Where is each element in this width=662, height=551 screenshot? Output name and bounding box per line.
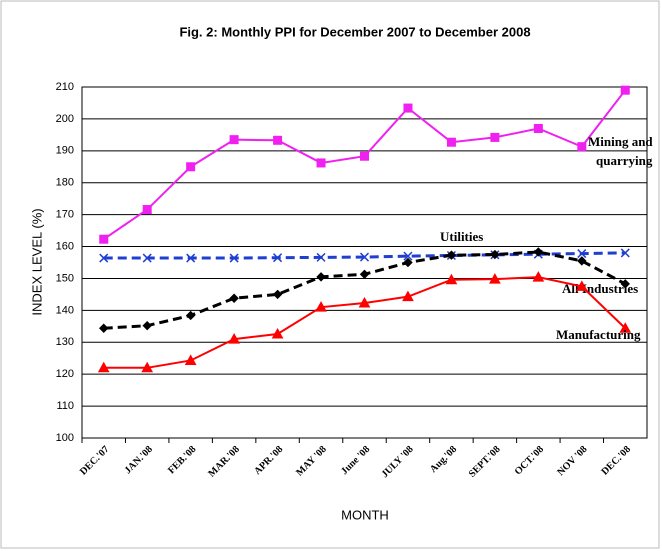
- marker: [272, 289, 283, 300]
- marker: [402, 290, 414, 302]
- marker: [273, 135, 283, 145]
- marker: [445, 273, 458, 285]
- marker: [446, 137, 456, 147]
- y-tick-label: 160: [56, 240, 74, 252]
- marker: [316, 272, 326, 282]
- y-tick-label: 210: [56, 81, 74, 93]
- marker: [271, 327, 284, 339]
- y-axis-label: INDEX LEVEL (%): [29, 208, 44, 315]
- marker: [490, 249, 500, 260]
- marker: [186, 162, 196, 172]
- marker: [533, 123, 543, 133]
- y-tick-label: 110: [56, 400, 74, 412]
- y-tick-label: 120: [56, 368, 74, 380]
- chart-title: Fig. 2: Monthly PPI for December 2007 to…: [179, 24, 530, 39]
- marker: [360, 151, 369, 161]
- marker: [403, 251, 413, 261]
- x-axis-label: MONTH: [341, 507, 389, 522]
- marker: [99, 253, 109, 263]
- marker: [620, 85, 630, 95]
- marker: [577, 142, 587, 152]
- y-tick-label: 130: [56, 336, 74, 348]
- series-label: Mining and quarrying: [588, 134, 653, 168]
- marker: [229, 293, 239, 303]
- marker: [532, 271, 545, 282]
- marker: [99, 234, 109, 244]
- marker: [490, 132, 500, 142]
- marker: [142, 205, 152, 215]
- y-tick-label: 190: [56, 145, 74, 157]
- y-tick-label: 100: [56, 432, 74, 444]
- marker: [97, 361, 110, 373]
- series-label: Manufacturing: [556, 327, 641, 342]
- marker: [359, 269, 370, 280]
- y-tick-label: 200: [56, 113, 74, 125]
- marker: [228, 333, 240, 344]
- marker: [620, 279, 630, 289]
- marker: [229, 135, 239, 145]
- marker: [403, 103, 413, 113]
- marker: [316, 252, 326, 262]
- marker: [315, 301, 327, 312]
- marker: [184, 354, 197, 365]
- marker: [229, 253, 239, 263]
- marker: [575, 280, 588, 291]
- marker: [620, 248, 630, 258]
- marker: [273, 253, 283, 263]
- marker: [186, 253, 196, 263]
- marker: [446, 250, 457, 260]
- marker: [577, 249, 587, 259]
- marker: [142, 320, 152, 331]
- marker: [403, 257, 413, 268]
- y-tick-label: 150: [56, 272, 74, 284]
- y-tick-label: 170: [56, 209, 74, 221]
- marker: [316, 158, 326, 168]
- marker: [142, 253, 152, 263]
- marker: [577, 256, 587, 266]
- marker: [141, 361, 154, 373]
- marker: [533, 247, 544, 257]
- series-label: All Industries: [562, 281, 638, 296]
- y-tick-label: 140: [56, 304, 74, 316]
- plot-frame: [81, 86, 648, 439]
- series-label: Utilities: [440, 229, 483, 244]
- y-tick-label: 180: [56, 177, 74, 189]
- marker: [99, 323, 109, 333]
- marker: [358, 296, 371, 308]
- marker: [185, 310, 196, 321]
- marker: [359, 252, 370, 262]
- marker: [619, 322, 632, 333]
- marker: [489, 273, 501, 284]
